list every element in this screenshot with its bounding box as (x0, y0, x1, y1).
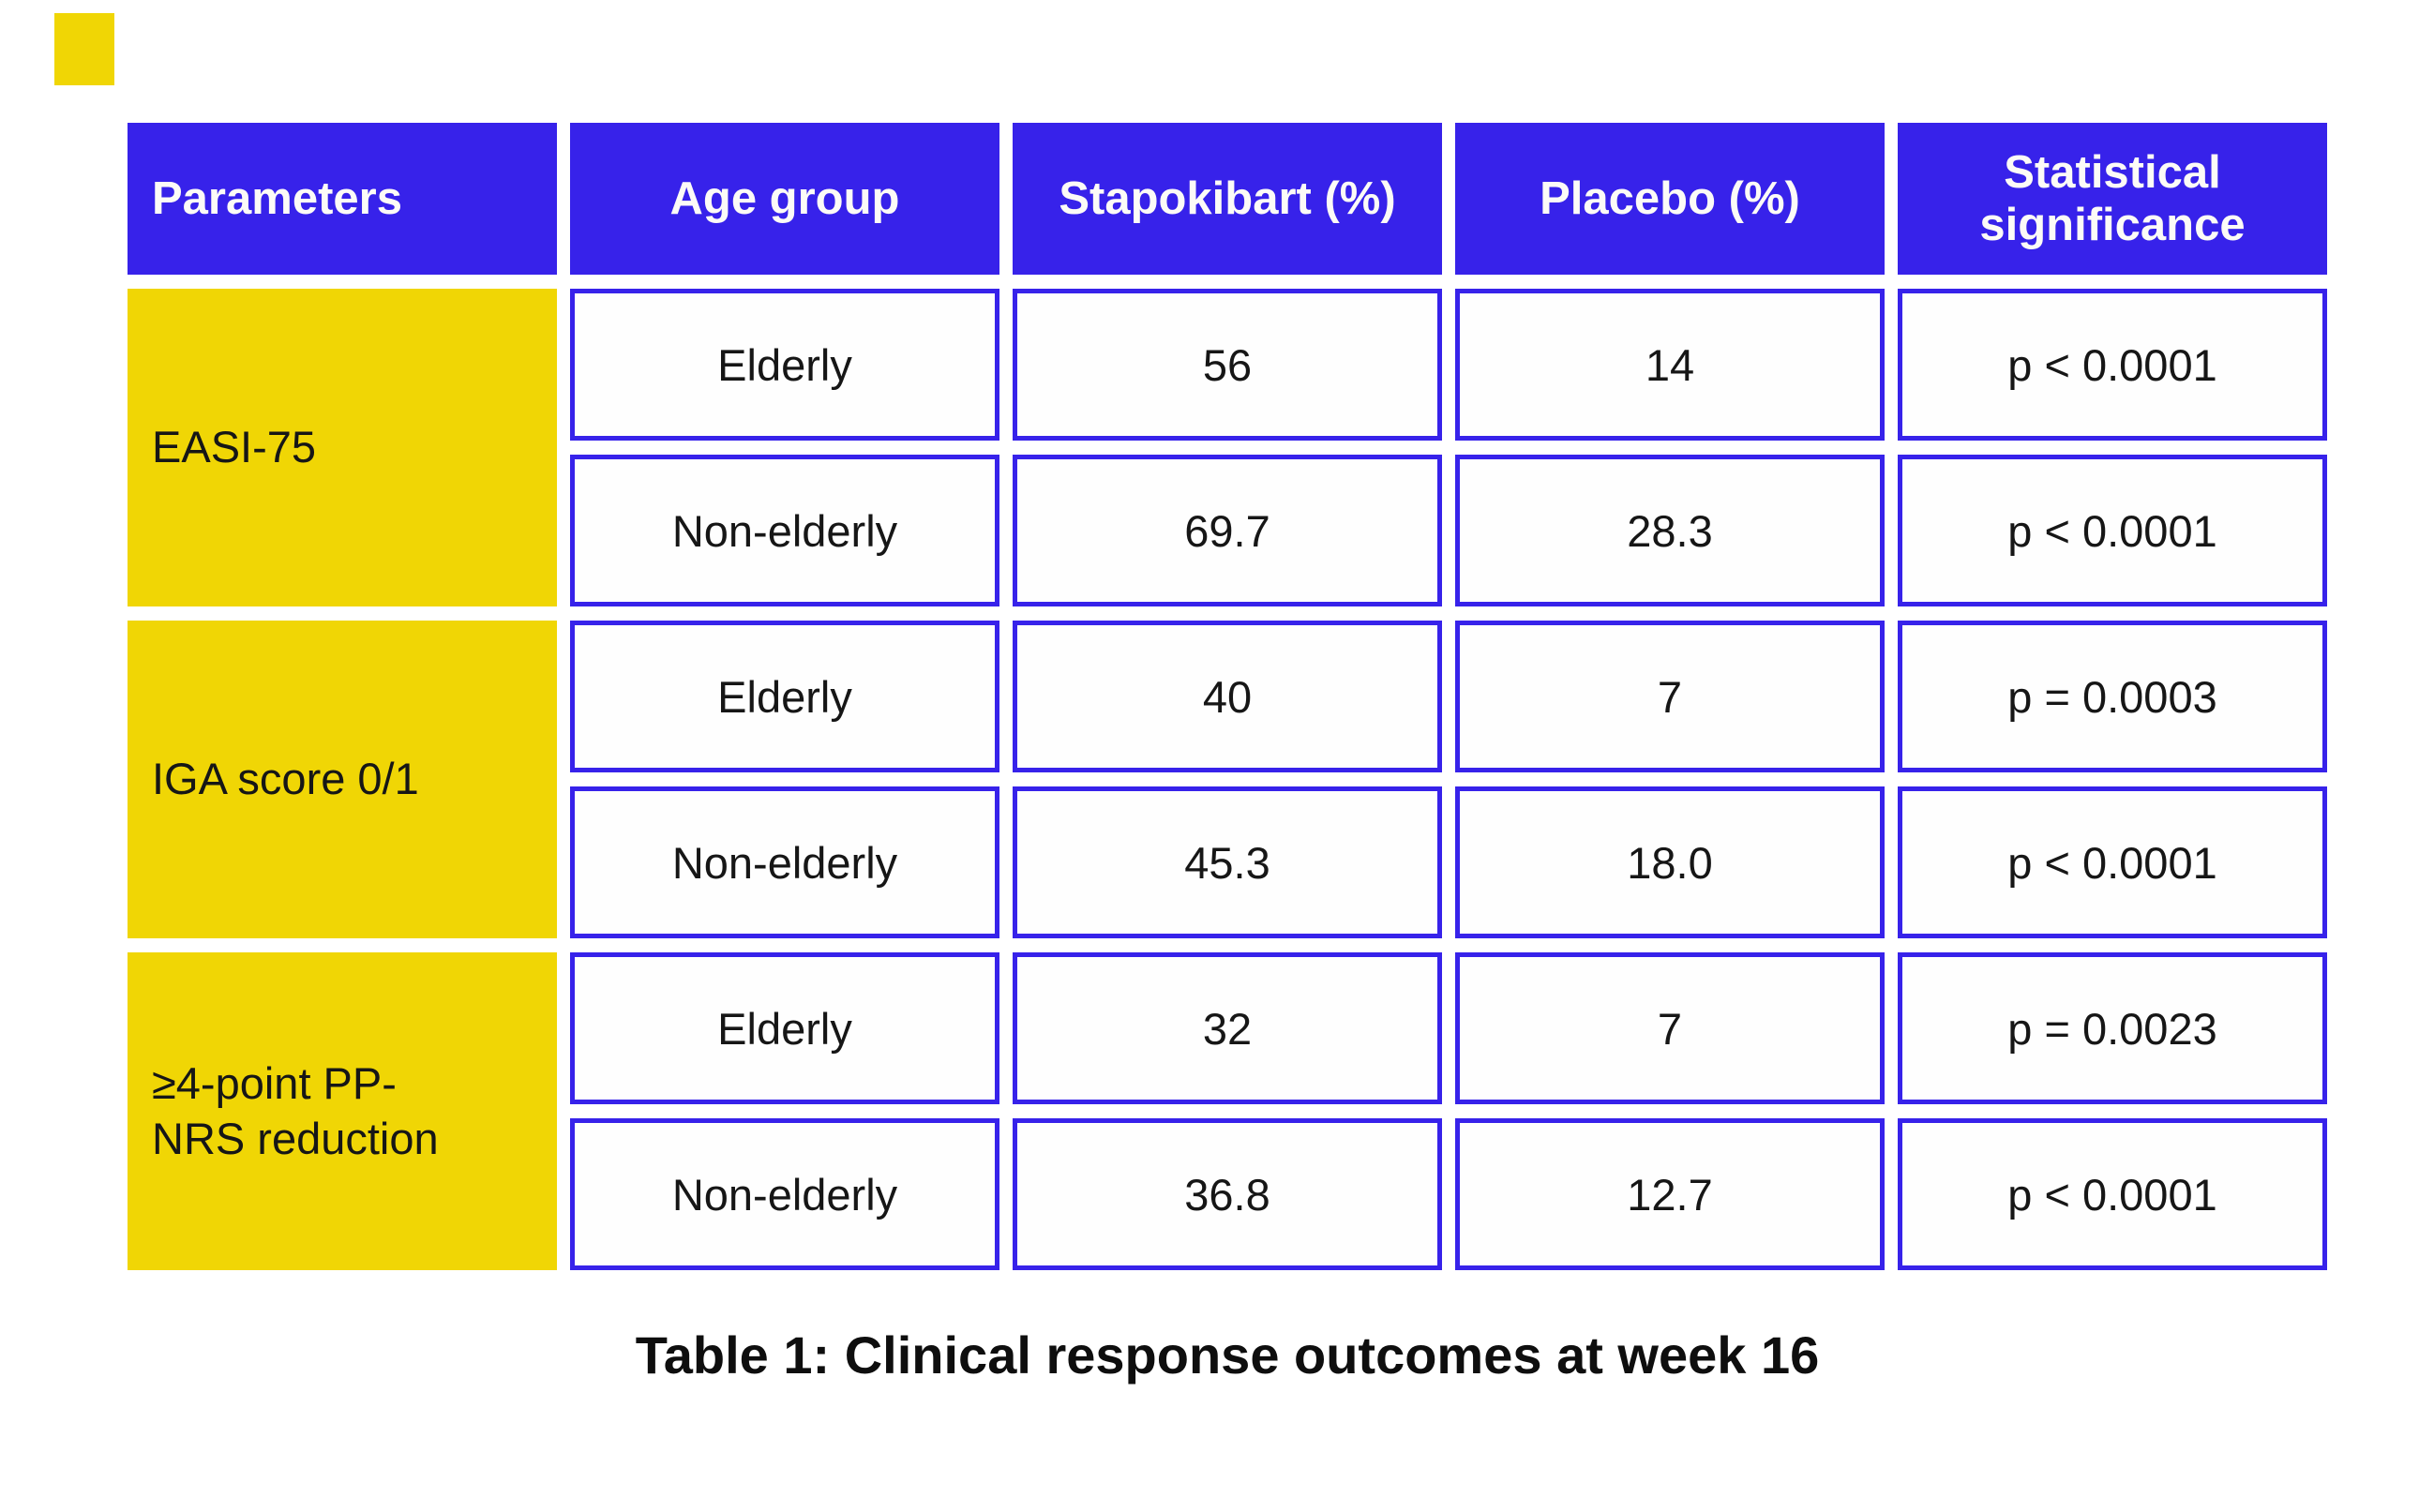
placebo-cell: 7 (1455, 621, 1885, 772)
parameter-cell-iga: IGA score 0/1 (128, 621, 557, 938)
significance-cell: p < 0.0001 (1898, 455, 2327, 606)
header-cell-placebo: Placebo (%) (1455, 123, 1885, 275)
header-cell-age-group: Age group (570, 123, 999, 275)
significance-cell: p < 0.0001 (1898, 786, 2327, 938)
significance-cell: p = 0.0003 (1898, 621, 2327, 772)
significance-cell: p = 0.0023 (1898, 952, 2327, 1104)
age-cell: Non-elderly (570, 786, 999, 938)
placebo-cell: 7 (1455, 952, 1885, 1104)
stapokibart-cell: 32 (1013, 952, 1442, 1104)
stapokibart-cell: 40 (1013, 621, 1442, 772)
corner-accent-square (54, 13, 114, 85)
parameter-cell-easi75: EASI-75 (128, 289, 557, 606)
age-cell: Non-elderly (570, 1118, 999, 1270)
header-cell-parameters: Parameters (128, 123, 557, 275)
stapokibart-cell: 69.7 (1013, 455, 1442, 606)
stapokibart-cell: 56 (1013, 289, 1442, 441)
age-cell: Elderly (570, 621, 999, 772)
age-cell: Elderly (570, 289, 999, 441)
significance-cell: p < 0.0001 (1898, 1118, 2327, 1270)
placebo-cell: 18.0 (1455, 786, 1885, 938)
significance-cell: p < 0.0001 (1898, 289, 2327, 441)
placebo-cell: 28.3 (1455, 455, 1885, 606)
age-cell: Elderly (570, 952, 999, 1104)
outcomes-table: Parameters Age group Stapokibart (%) Pla… (128, 123, 2327, 1270)
header-cell-stapokibart: Stapokibart (%) (1013, 123, 1442, 275)
age-cell: Non-elderly (570, 455, 999, 606)
placebo-cell: 12.7 (1455, 1118, 1885, 1270)
header-cell-significance: Statistical significance (1898, 123, 2327, 275)
table-caption: Table 1: Clinical response outcomes at w… (635, 1325, 1820, 1385)
placebo-cell: 14 (1455, 289, 1885, 441)
stapokibart-cell: 45.3 (1013, 786, 1442, 938)
parameter-cell-ppnrs: ≥4-point PP-NRS reduction (128, 952, 557, 1270)
stapokibart-cell: 36.8 (1013, 1118, 1442, 1270)
